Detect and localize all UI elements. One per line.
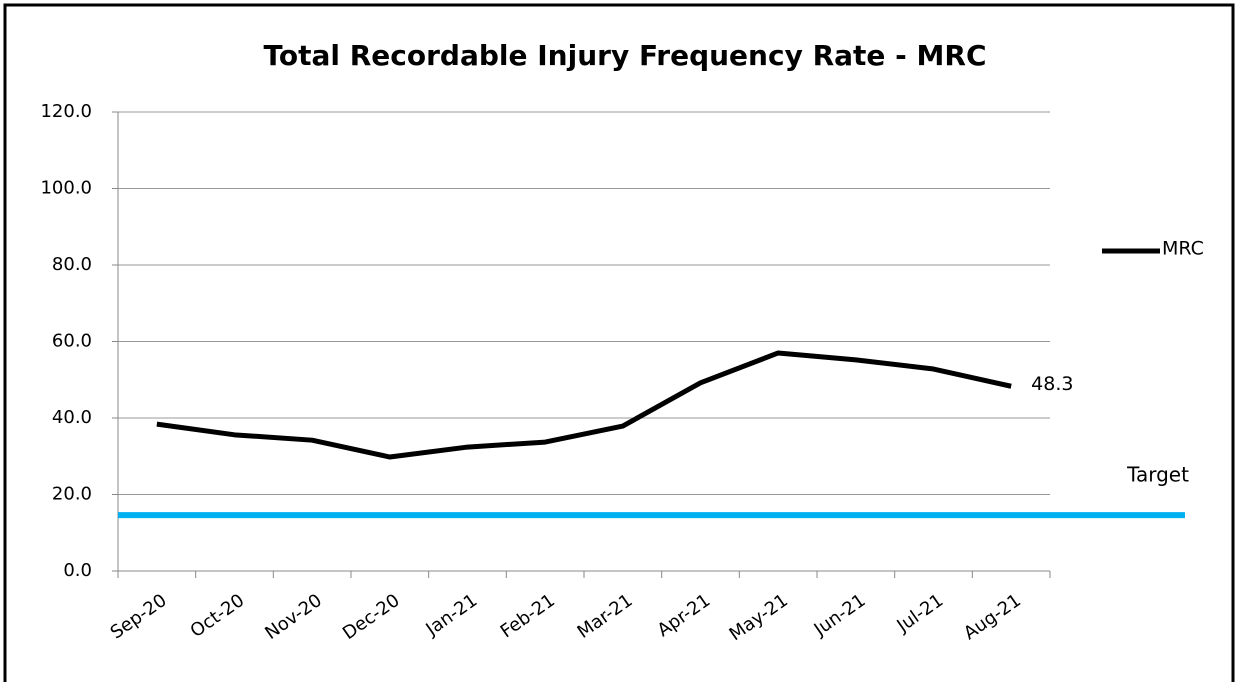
x-tick-label: Sep-20 (107, 590, 171, 644)
x-tick-label: Nov-20 (261, 590, 326, 644)
x-tick-label: Jun-21 (810, 590, 870, 641)
x-tick-label: Mar-21 (574, 590, 637, 643)
x-tick-label: Jul-21 (892, 590, 947, 637)
legend-label: MRC (1162, 238, 1204, 260)
y-tick-label: 20.0 (52, 484, 92, 505)
target-label: Target (1126, 463, 1189, 487)
y-tick-label: 60.0 (52, 331, 92, 352)
chart-title: Total Recordable Injury Frequency Rate -… (264, 39, 987, 72)
x-tick-label: Apr-21 (654, 590, 715, 641)
x-tick-label: Oct-20 (187, 590, 249, 642)
x-tick-label: Jan-21 (422, 590, 482, 641)
x-tick-label: Aug-21 (960, 590, 1025, 644)
y-tick-label: 40.0 (52, 407, 92, 428)
x-tick-label: May-21 (726, 590, 792, 645)
series-line (156, 350, 1012, 460)
y-tick-label: 100.0 (40, 178, 92, 199)
y-tick-label: 80.0 (52, 254, 92, 275)
x-tick-label: Dec-20 (339, 590, 404, 644)
data-label: 48.3 (1031, 373, 1073, 395)
y-tick-label: 0.0 (63, 560, 92, 581)
x-tick-label: Feb-21 (497, 590, 559, 642)
chart-frame (3, 3, 1235, 682)
y-tick-label: 120.0 (40, 101, 92, 122)
